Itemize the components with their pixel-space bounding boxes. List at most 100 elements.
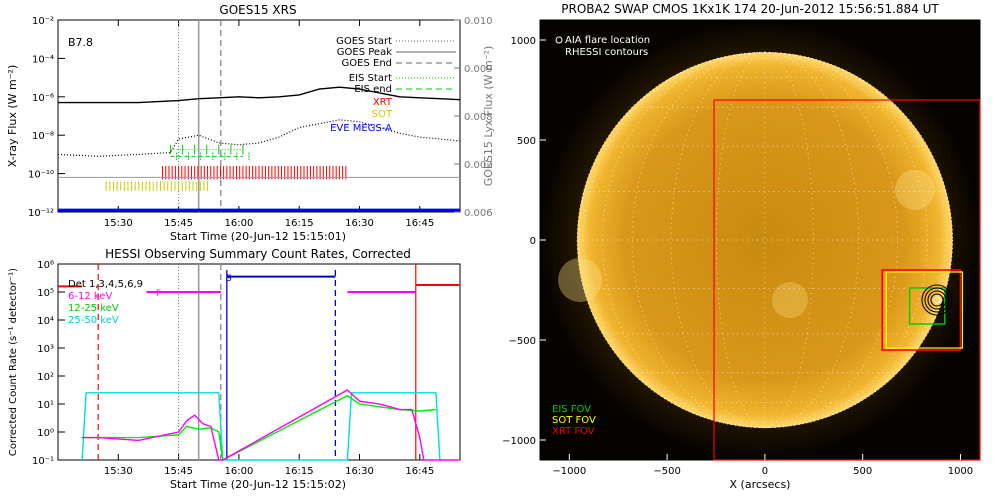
swap-x-tick-label: 1000 — [948, 466, 973, 477]
rhessi-contour — [924, 287, 950, 313]
active-region-center — [772, 282, 808, 318]
goes-y2-tick-label: 0.008 — [464, 112, 493, 123]
rhessi-x-ticks: 15:30 15:45 16:00 16:15 16:30 16:45 — [104, 454, 434, 477]
goes-panel: GOES15 XRS 15:30 15:45 16:00 16:15 16:30 16:4… — [6, 3, 495, 243]
rhessi-x-axis-label: Start Time (20-Jun-12 15:15:02) — [170, 478, 346, 491]
goes-y-tick-label: 10⁻¹⁰ — [28, 170, 54, 181]
legend-goes-peak: GOES Peak — [337, 47, 392, 58]
rhessi-y-tick-label: 10⁰ — [37, 428, 54, 439]
goes-long-channel-line — [58, 86, 461, 104]
rhessi-title: HESSI Observing Summary Count Rates, Cor… — [105, 247, 411, 261]
goes-x-tick-label: 15:45 — [164, 218, 193, 229]
rhessi-12-25-kev-line — [82, 394, 436, 462]
legend-xrt: XRT — [373, 97, 393, 108]
goes-x-tick-label: 16:30 — [345, 218, 374, 229]
goes-y-tick-label: 10⁻⁴ — [32, 54, 54, 65]
swap-legend: AIA flare location RHESSI contours EIS F… — [552, 35, 650, 437]
legend-xrt-fov: XRT FOV — [552, 426, 595, 437]
rhessi-x-tick-label: 15:45 — [164, 466, 193, 477]
rhessi-x-tick-label: 16:15 — [285, 466, 314, 477]
goes-y-axis-label: X-ray Flux (W m⁻²) — [6, 65, 19, 167]
rhessi-x-tick-label: 15:30 — [104, 466, 133, 477]
goes-y2-tick-label: 0.010 — [464, 16, 493, 27]
rhessi-detectors-label: Det 1,3,4,5,6,9 — [68, 279, 143, 290]
legend-sot-fov: SOT FOV — [552, 415, 596, 426]
xrt-fov-large-box — [713, 99, 981, 461]
goes-y-tick-label: 10⁻⁶ — [32, 93, 54, 104]
swap-x-tick-label: 0 — [762, 466, 768, 477]
goes-y2-axis-label: GOES15 Lyx Flux (W m⁻²) — [482, 46, 495, 187]
rhessi-y-ticks: 10⁶ 10⁵ 10⁴ 10³ 10² 10¹ 10⁰ 10⁻¹ — [32, 260, 65, 467]
rhessi-x-tick-label: 16:00 — [224, 466, 253, 477]
swap-y-tick-label: −1000 — [502, 436, 536, 447]
rhessi-contour — [930, 293, 944, 307]
swap-panel: PROBA2 SWAP CMOS 1Kx1K 174 20-Jun-2012 1… — [502, 2, 981, 491]
legend-aia-flare: AIA flare location — [565, 35, 650, 46]
goes-x-tick-label: 15:30 — [104, 218, 133, 229]
goes-y2-tick-label: 0.009 — [464, 64, 493, 75]
swap-y-tick-label: 1000 — [511, 36, 536, 47]
swap-y-tick-label: −500 — [509, 336, 536, 347]
rhessi-y-tick-label: 10⁵ — [37, 288, 54, 299]
longitude-line — [764, 51, 928, 429]
legend-eis-fov: EIS FOV — [552, 404, 591, 415]
rhessi-6-12-kev-line — [82, 389, 460, 461]
rhessi-y-tick-label: 10³ — [37, 344, 54, 355]
goes-y-tick-label: 10⁻¹² — [28, 208, 54, 219]
heliographic-grid — [576, 51, 954, 429]
rhessi-contour — [921, 284, 953, 316]
goes-legend: GOES Start GOES Peak GOES End EIS Start … — [330, 36, 456, 134]
swap-x-axis-label: X (arcsecs) — [730, 478, 791, 491]
legend-25-50-kev: 25-50 keV — [68, 315, 119, 326]
goes-title: GOES15 XRS — [219, 3, 296, 17]
rhessi-y-tick-label: 10⁴ — [37, 316, 54, 327]
observation-timelines — [105, 144, 347, 191]
legend-eve: EVE MEGS-A — [330, 123, 392, 134]
rhessi-y-tick-label: 10⁶ — [37, 260, 54, 271]
legend-goes-end: GOES End — [342, 58, 392, 69]
goes-y2-ticks: 0.010 0.009 0.008 0.007 0.006 — [454, 16, 493, 219]
swap-x-ticks: −1000 −500 0 500 1000 — [552, 454, 973, 477]
swap-x-tick-label: 500 — [853, 466, 872, 477]
rhessi-y-tick-label: 10⁻¹ — [32, 456, 54, 467]
aia-flare-marker-icon — [555, 36, 563, 44]
legend-12-25-kev: 12-25 keV — [68, 303, 119, 314]
swap-y-tick-label: 0 — [530, 236, 536, 247]
swap-x-tick-label: −500 — [653, 466, 680, 477]
rhessi-flag-s: S — [226, 274, 232, 284]
legend-eis-start: EIS Start — [349, 73, 392, 84]
goes-y-tick-label: 10⁻² — [32, 16, 54, 27]
xrt-fov-small-box — [881, 269, 962, 351]
rhessi-x-tick-label: 16:45 — [405, 466, 434, 477]
rhessi-contours — [921, 284, 953, 316]
legend-goes-start: GOES Start — [336, 36, 392, 47]
legend-sot: SOT — [372, 109, 393, 120]
legend-eis-end: EIS end — [354, 84, 392, 95]
legend-6-12-kev: 6-12 keV — [68, 291, 112, 302]
goes-y-tick-label: 10⁻⁸ — [32, 131, 54, 142]
goes-y-ticks: 10⁻² 10⁻⁴ 10⁻⁶ 10⁻⁸ 10⁻¹⁰ 10⁻¹² — [28, 16, 65, 219]
swap-x-tick-label: −1000 — [552, 466, 586, 477]
longitude-line — [631, 51, 765, 429]
swap-y-tick-label: 500 — [517, 136, 536, 147]
goes-x-axis-label: Start Time (20-Jun-12 15:15:01) — [170, 230, 346, 243]
goes-x-tick-label: 16:45 — [405, 218, 434, 229]
goes-plot-frame — [57, 19, 461, 213]
longitude-line — [601, 51, 765, 429]
goes-x-tick-label: 16:00 — [224, 218, 253, 229]
sot-fov-box — [885, 271, 964, 349]
rhessi-contour — [927, 290, 947, 310]
goes-y2-tick-label: 0.006 — [464, 208, 493, 219]
swap-y-ticks: 1000 500 0 −500 −1000 — [502, 36, 546, 447]
swap-title: PROBA2 SWAP CMOS 1Kx1K 174 20-Jun-2012 1… — [561, 2, 939, 16]
goes-short-channel-line — [57, 119, 461, 157]
goes-flare-class: B7.8 — [68, 36, 93, 49]
rhessi-y-tick-label: 10² — [37, 372, 54, 383]
goes-y2-tick-label: 0.007 — [464, 160, 493, 171]
rhessi-plot-frame — [57, 263, 461, 461]
rhessi-legend: Det 1,3,4,5,6,9 6-12 keV 12-25 keV 25-50… — [68, 279, 143, 326]
active-region-east — [558, 258, 602, 302]
solar-disk — [577, 52, 953, 428]
rhessi-panel: HESSI Observing Summary Count Rates, Cor… — [8, 247, 461, 491]
